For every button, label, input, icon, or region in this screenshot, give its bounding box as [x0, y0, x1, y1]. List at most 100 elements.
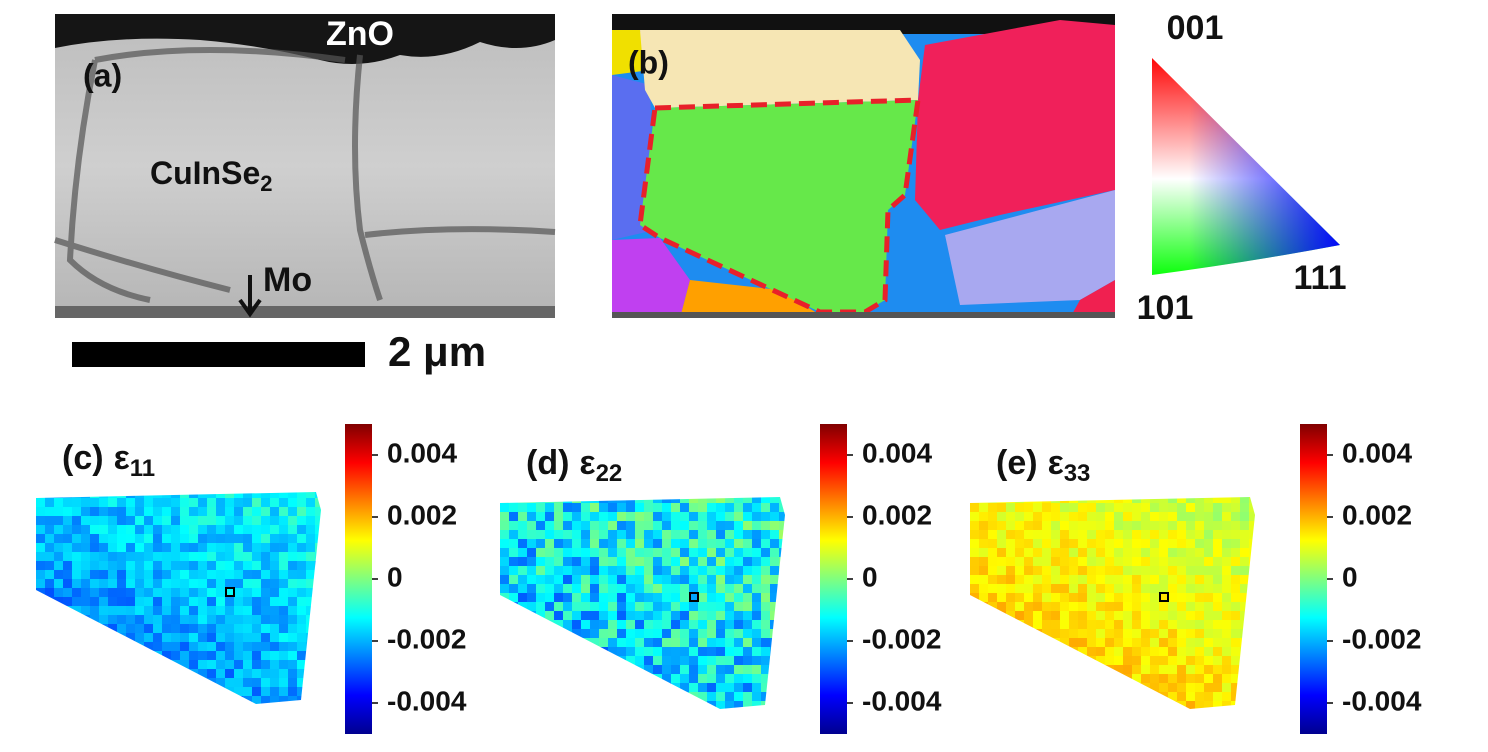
map-pixel [608, 593, 617, 602]
map-pixel [252, 507, 261, 516]
map-pixel [725, 692, 734, 701]
map-pixel [135, 687, 144, 696]
map-pixel [234, 624, 243, 633]
colorbar-tick-label: -0.002 [387, 623, 466, 654]
map-pixel [734, 548, 743, 557]
map-pixel [500, 497, 509, 503]
map-pixel [662, 575, 671, 584]
map-pixel [45, 588, 54, 597]
map-pixel [135, 597, 144, 606]
map-pixel [225, 534, 234, 543]
map-pixel [970, 602, 979, 611]
map-pixel [979, 530, 988, 539]
map-pixel [297, 669, 306, 678]
map-pixel [770, 593, 779, 602]
map-pixel [1024, 485, 1033, 494]
map-pixel [1249, 557, 1255, 566]
map-pixel [680, 674, 689, 683]
map-pixel [581, 683, 590, 692]
map-pixel [734, 530, 743, 539]
panel-label: (c) ε11 [62, 439, 155, 482]
map-pixel [545, 656, 554, 665]
map-pixel [1195, 656, 1204, 665]
map-pixel [108, 507, 117, 516]
map-pixel [590, 611, 599, 620]
map-pixel [288, 606, 297, 615]
map-pixel [644, 629, 653, 638]
map-pixel [144, 525, 153, 534]
map-pixel [653, 539, 662, 548]
map-pixel [680, 593, 689, 602]
map-pixel [117, 588, 126, 597]
map-pixel [36, 642, 45, 651]
map-pixel [563, 503, 572, 512]
map-pixel [509, 503, 518, 512]
map-pixel [1033, 584, 1042, 593]
map-pixel [270, 588, 279, 597]
map-pixel [635, 602, 644, 611]
map-pixel [117, 642, 126, 651]
map-pixel [1060, 710, 1069, 719]
map-pixel [671, 629, 680, 638]
map-pixel [644, 638, 653, 647]
map-pixel [707, 575, 716, 584]
map-pixel [1240, 539, 1249, 548]
map-pixel [225, 570, 234, 579]
map-pixel [581, 530, 590, 539]
map-pixel [171, 570, 180, 579]
map-pixel [743, 548, 752, 557]
map-pixel [1123, 512, 1132, 521]
map-pixel [761, 530, 770, 539]
map-pixel [563, 593, 572, 602]
map-pixel [1015, 611, 1024, 620]
map-pixel [500, 575, 509, 584]
map-pixel [527, 584, 536, 593]
map-pixel [198, 642, 207, 651]
map-pixel [743, 521, 752, 530]
map-pixel [297, 516, 306, 525]
map-pixel [135, 651, 144, 660]
map-pixel [225, 492, 234, 498]
map-pixel [1222, 602, 1231, 611]
map-pixel [135, 525, 144, 534]
map-pixel [635, 497, 644, 503]
map-pixel [608, 701, 617, 709]
map-pixel [243, 687, 252, 696]
map-pixel [1195, 557, 1204, 566]
map-pixel [81, 516, 90, 525]
map-pixel [252, 492, 261, 498]
map-pixel [315, 660, 321, 669]
map-pixel [698, 656, 707, 665]
map-pixel [1087, 701, 1096, 709]
map-pixel [779, 485, 788, 494]
map-pixel [599, 548, 608, 557]
map-pixel [261, 660, 270, 669]
map-pixel [1186, 611, 1195, 620]
map-pixel [135, 516, 144, 525]
map-pixel [761, 692, 770, 701]
map-pixel [608, 629, 617, 638]
map-pixel [297, 651, 306, 660]
map-pixel [198, 660, 207, 669]
map-pixel [1177, 665, 1186, 674]
grain-subscript: 2 [260, 171, 272, 196]
map-pixel [671, 710, 680, 719]
map-pixel [1033, 656, 1042, 665]
map-pixel [500, 710, 509, 719]
map-pixel [554, 710, 563, 719]
map-pixel [997, 575, 1006, 584]
map-pixel [234, 534, 243, 543]
map-pixel [1132, 629, 1141, 638]
panel-label: (b) [628, 44, 669, 80]
map-pixel [1087, 683, 1096, 692]
map-pixel [707, 710, 716, 719]
map-pixel [988, 557, 997, 566]
map-pixel [752, 710, 761, 719]
map-pixel [1105, 701, 1114, 709]
map-pixel [743, 575, 752, 584]
map-pixel [198, 516, 207, 525]
map-pixel [599, 611, 608, 620]
map-pixel [243, 570, 252, 579]
map-pixel [1042, 503, 1051, 512]
map-pixel [1231, 557, 1240, 566]
